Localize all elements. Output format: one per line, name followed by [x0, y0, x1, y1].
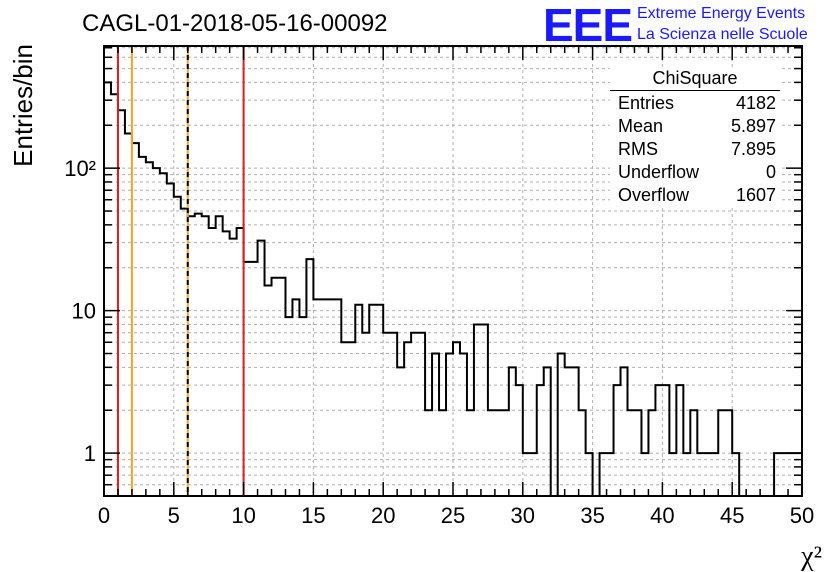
- x-tick-label: 40: [650, 503, 674, 528]
- x-tick-label: 5: [168, 503, 180, 528]
- stats-row-rms: RMS 7.895: [610, 138, 780, 161]
- stats-row-overflow: Overflow 1607: [610, 184, 780, 207]
- stats-title: ChiSquare: [610, 68, 780, 91]
- stats-label: Mean: [618, 116, 664, 136]
- y-tick-label: 1: [84, 441, 96, 466]
- stats-value: 5.897: [730, 116, 776, 136]
- stats-label: Underflow: [618, 162, 700, 182]
- x-tick-label: 15: [301, 503, 325, 528]
- stats-value: 1607: [735, 185, 776, 205]
- x-tick-label: 25: [441, 503, 465, 528]
- stats-box: ChiSquare Entries 4182 Mean 5.897 RMS 7.…: [610, 68, 780, 207]
- logo-mark: EEE: [543, 0, 633, 51]
- stats-value: 4182: [735, 93, 776, 113]
- stats-label: Entries: [618, 93, 675, 113]
- stats-label: Overflow: [618, 185, 690, 205]
- x-tick-label: 35: [580, 503, 604, 528]
- eee-logo: EEE Extreme Energy Events La Scienza nel…: [543, 0, 835, 51]
- stats-value: 0: [765, 162, 776, 182]
- x-tick-label: 0: [98, 503, 110, 528]
- y-tick-label: 10²: [64, 156, 96, 181]
- stats-row-underflow: Underflow 0: [610, 161, 780, 184]
- x-tick-label: 30: [511, 503, 535, 528]
- stats-row-entries: Entries 4182: [610, 92, 780, 115]
- stats-row-mean: Mean 5.897: [610, 115, 780, 138]
- x-tick-label: 45: [720, 503, 744, 528]
- run-title: CAGL-01-2018-05-16-00092: [82, 10, 388, 37]
- x-tick-label: 20: [371, 503, 395, 528]
- histogram-series: [104, 81, 802, 497]
- x-tick-label: 50: [790, 503, 814, 528]
- logo-line2: La Scienza nelle Scuole: [637, 26, 808, 43]
- y-axis-label: Entries/bin: [8, 44, 38, 167]
- x-tick-label: 10: [231, 503, 255, 528]
- x-axis-label: χ²: [800, 541, 822, 572]
- stats-label: RMS: [618, 139, 658, 159]
- logo-line1: Extreme Energy Events: [637, 5, 806, 22]
- y-tick-label: 10: [72, 299, 96, 324]
- stats-value: 7.895: [730, 139, 776, 159]
